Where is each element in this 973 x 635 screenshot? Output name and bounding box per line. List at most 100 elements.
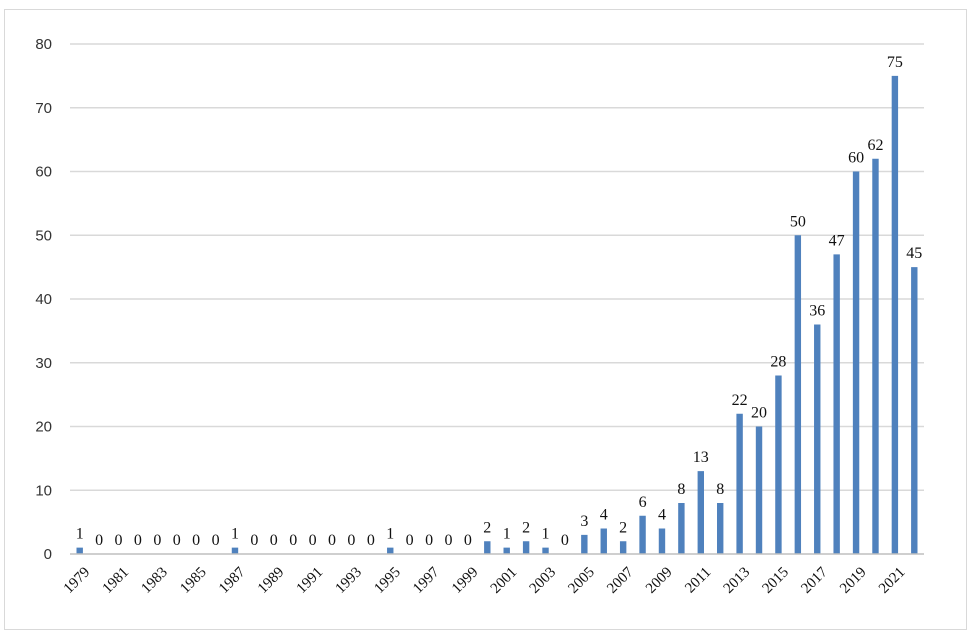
bar (581, 534, 588, 554)
data-label: 0 (270, 532, 278, 549)
x-tick-label: 1991 (294, 564, 327, 597)
x-tick-label: 1985 (177, 564, 210, 597)
x-tick-label: 2011 (682, 564, 714, 596)
chart-frame (4, 9, 967, 630)
bar (619, 541, 627, 554)
data-label: 0 (406, 532, 414, 549)
data-label: 4 (658, 507, 666, 524)
x-tick-label: 2013 (721, 564, 754, 597)
bar (755, 426, 763, 554)
data-label: 1 (76, 526, 84, 543)
x-tick-label: 2003 (527, 564, 560, 597)
x-tick-label: 1981 (100, 564, 133, 597)
bar (775, 375, 782, 554)
data-label: 2 (483, 519, 491, 536)
data-label: 0 (173, 532, 181, 549)
data-label: 8 (716, 481, 724, 498)
data-label: 0 (212, 532, 220, 549)
y-tick-label: 70 (35, 100, 52, 117)
x-tick-label: 1993 (333, 564, 366, 597)
data-label: 60 (848, 150, 864, 167)
data-label: 45 (906, 245, 922, 262)
bar (717, 503, 724, 554)
x-tick-label: 1987 (216, 564, 249, 597)
data-label: 0 (425, 532, 433, 549)
bar (503, 547, 510, 554)
data-label: 0 (309, 532, 317, 549)
bar (542, 547, 549, 554)
bar (872, 158, 879, 554)
data-label: 0 (328, 532, 336, 549)
data-label: 13 (693, 449, 709, 466)
data-label: 0 (134, 532, 142, 549)
y-tick-label: 0 (44, 546, 52, 563)
data-label: 50 (790, 213, 806, 230)
data-label: 8 (677, 481, 685, 498)
data-label: 0 (192, 532, 200, 549)
data-label: 1 (542, 526, 550, 543)
x-tick-label: 1995 (371, 564, 404, 597)
data-label: 0 (561, 532, 569, 549)
data-label: 1 (503, 526, 511, 543)
y-tick-label: 30 (35, 355, 52, 372)
data-label: 62 (867, 137, 883, 154)
x-tick-label: 2007 (604, 564, 637, 597)
data-label: 2 (522, 519, 530, 536)
y-tick-label: 40 (35, 291, 52, 308)
data-label: 0 (289, 532, 297, 549)
data-label: 47 (829, 232, 845, 249)
bar (852, 171, 860, 554)
data-label: 0 (347, 532, 355, 549)
bar (736, 413, 743, 554)
data-label: 22 (732, 392, 748, 409)
x-tick-label: 2015 (760, 564, 793, 597)
y-tick-label: 50 (35, 227, 52, 244)
data-label: 0 (250, 532, 258, 549)
data-label: 75 (887, 54, 903, 71)
bar (76, 547, 83, 554)
y-tick-label: 60 (35, 164, 52, 181)
data-label: 2 (619, 519, 627, 536)
bar (639, 515, 646, 554)
bar (231, 547, 239, 554)
y-tick-label: 10 (35, 482, 52, 499)
bar (387, 547, 394, 554)
bar (678, 503, 685, 554)
x-tick-label: 1979 (61, 564, 94, 597)
data-label: 0 (444, 532, 452, 549)
x-tick-label: 2009 (643, 564, 676, 597)
bar (814, 324, 821, 554)
data-label: 3 (580, 513, 588, 530)
bar (794, 235, 802, 554)
bar (484, 541, 491, 554)
x-tick-label: 1999 (449, 564, 482, 597)
bar (600, 528, 607, 554)
data-label: 1 (231, 526, 239, 543)
x-tick-label: 2019 (837, 564, 870, 597)
bar (911, 267, 918, 554)
bar (697, 471, 704, 554)
x-tick-label: 2021 (876, 564, 909, 597)
y-tick-label: 20 (35, 419, 52, 436)
data-label: 0 (153, 532, 161, 549)
data-label: 0 (464, 532, 472, 549)
data-label: 0 (115, 532, 123, 549)
data-label: 6 (639, 494, 647, 511)
data-label: 0 (95, 532, 103, 549)
data-label: 20 (751, 405, 767, 422)
data-label: 1 (386, 526, 394, 543)
x-tick-label: 2017 (798, 564, 831, 597)
x-tick-label: 1989 (255, 564, 288, 597)
x-tick-label: 2001 (488, 564, 521, 597)
x-tick-label: 1997 (410, 564, 443, 597)
data-label: 36 (809, 303, 825, 320)
x-tick-label: 2005 (565, 564, 598, 597)
data-label: 4 (600, 507, 608, 524)
bar (891, 75, 899, 554)
bar (522, 541, 530, 554)
x-tick-label: 1983 (138, 564, 171, 597)
data-label: 28 (770, 354, 786, 371)
bar (833, 254, 840, 554)
y-tick-label: 80 (35, 36, 52, 53)
